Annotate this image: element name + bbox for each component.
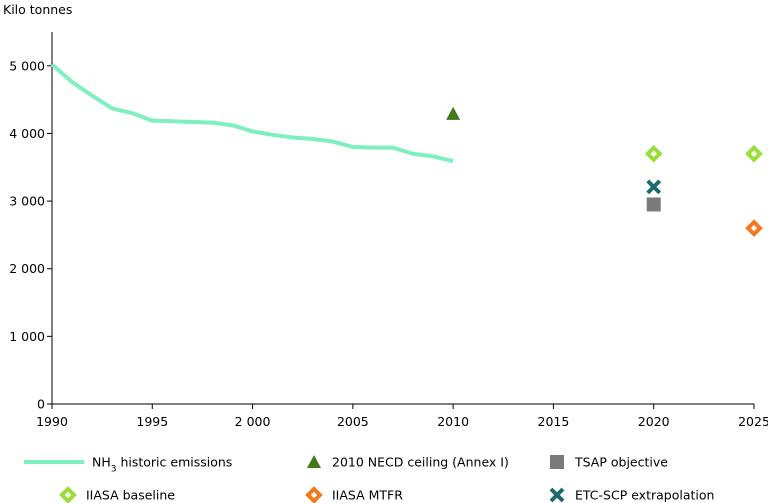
x-tick-label: 2010: [437, 414, 469, 429]
legend-label-etc-scp-extrapolation: ETC-SCP extrapolation: [575, 488, 714, 503]
y-axis-label: Kilo tonnes: [3, 2, 72, 17]
x-tick-label: 1995: [136, 414, 168, 429]
legend-swatch-iiasa-baseline: [59, 486, 77, 503]
legend-item-etc-scp-extrapolation: ETC-SCP extrapolation: [549, 487, 714, 503]
legend-label-2010-necd-ceiling-annex-i: 2010 NECD ceiling (Annex I): [332, 455, 509, 470]
legend-swatch-2010-necd-ceiling-annex-i: [307, 455, 321, 468]
data-point-etc-scp-extrapolation: [646, 179, 662, 195]
y-tick-label: 1 000: [9, 329, 45, 344]
x-tick-label: 2005: [337, 414, 369, 429]
data-point-iiasa-mtfr: [745, 219, 763, 237]
data-point-iiasa-baseline: [745, 144, 763, 163]
legend-label-tsap-objective: TSAP objective: [574, 455, 668, 470]
x-tick-label: 2020: [638, 414, 670, 429]
y-tick-label: 4 000: [9, 126, 45, 141]
legend-swatch-etc-scp-extrapolation-stroke: [549, 487, 565, 503]
plot-area: [50, 62, 763, 237]
legend-label-iiasa-baseline: IIASA baseline: [86, 488, 175, 503]
axes: [47, 32, 755, 409]
legend-item-iiasa-baseline: IIASA baseline: [59, 486, 175, 503]
x-tick-label: 2025: [738, 414, 768, 429]
legend-swatch-tsap-objective: [550, 455, 564, 469]
x-tick-label: 2 000: [235, 414, 271, 429]
legend: NH3 historic emissions 2010 NECD ceiling …: [24, 455, 714, 503]
data-point-etc-scp-extrapolation-stroke: [646, 179, 662, 195]
data-point-tsap-objective: [646, 197, 661, 212]
legend-swatch-etc-scp-extrapolation: [549, 487, 565, 503]
tick-labels: 0 1 000 2 000 3 000 4 000 5 000 1990 1995 2 000 2…: [9, 58, 768, 429]
x-tick-label: 1990: [36, 414, 68, 429]
legend-item-iiasa-mtfr: IIASA MTFR: [305, 486, 403, 503]
data-point-2010-necd-ceiling-annex-i: [446, 106, 461, 120]
y-tick-label: 3 000: [9, 194, 45, 209]
legend-item-tsap-objective: TSAP objective: [550, 455, 668, 470]
legend-item-2010-necd-ceiling-annex-i: 2010 NECD ceiling (Annex I): [307, 455, 509, 470]
y-tick-label: 2 000: [9, 261, 45, 276]
legend-swatch-iiasa-mtfr: [305, 486, 323, 503]
data-point-iiasa-baseline: [644, 144, 663, 163]
x-tick-label: 2015: [538, 414, 570, 429]
legend-label-nh3-historic-emissions: NH3 historic emissions: [92, 455, 232, 475]
y-tick-label: 5 000: [9, 58, 45, 73]
y-tick-label: 0: [37, 397, 45, 412]
legend-label-iiasa-mtfr: IIASA MTFR: [332, 488, 403, 503]
legend-item-nh3-historic-emissions: NH3 historic emissions: [24, 455, 232, 475]
series-line-nh3-historic-emissions: [50, 62, 454, 164]
